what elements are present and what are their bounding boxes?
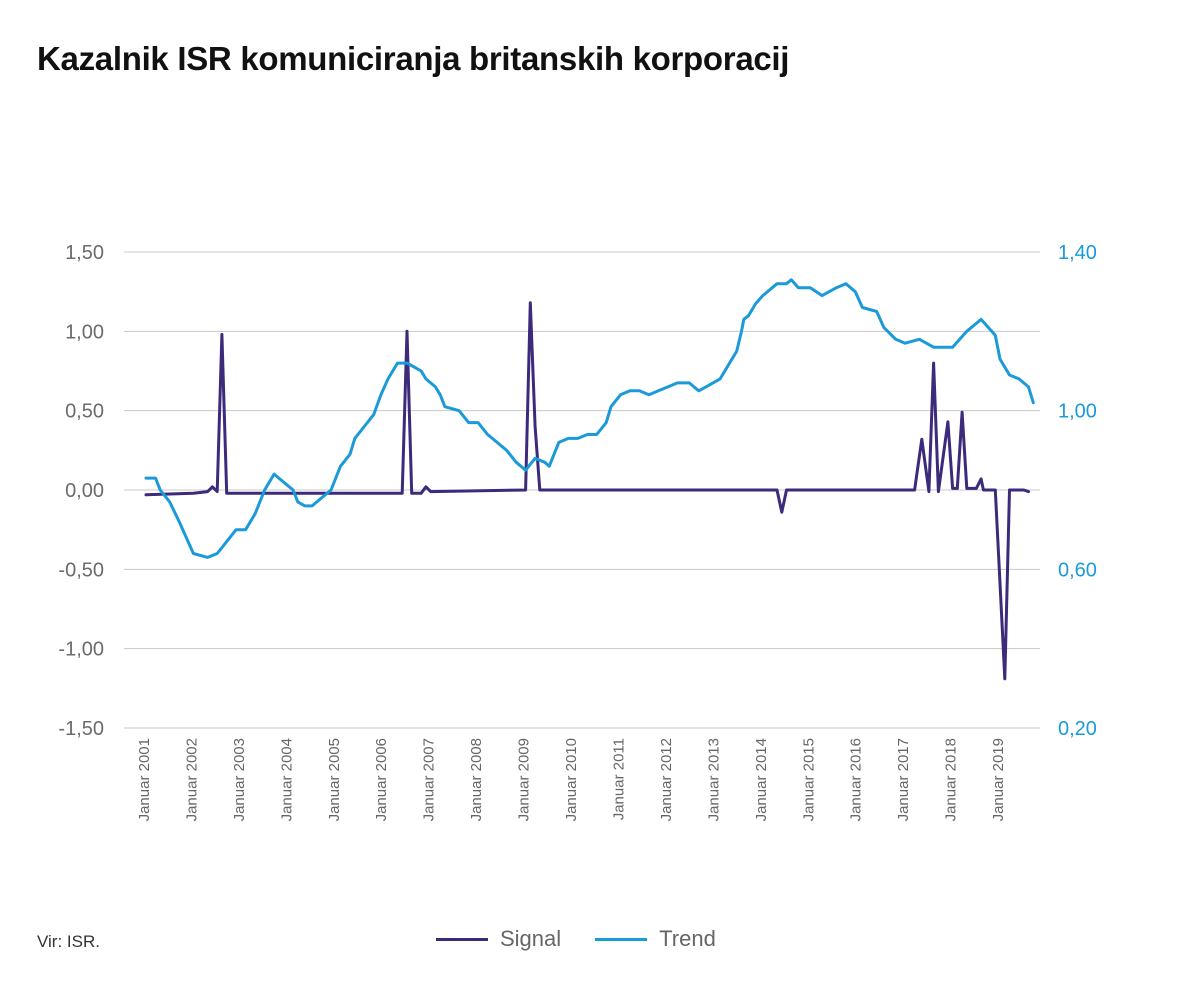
chart-area: 1,50 1,00 0,50 0,00 -0,50 -1,00 -1,50 1,40 1,00 0… <box>58 242 1097 821</box>
left-tick-label: 1,00 <box>65 321 104 343</box>
right-tick-label: 1,00 <box>1058 401 1097 423</box>
x-tick-label: Januar 2010 <box>563 738 580 821</box>
x-tick-label: Januar 2007 <box>421 738 438 821</box>
legend-label-trend: Trend <box>659 926 716 951</box>
legend: Signal Trend <box>436 926 750 952</box>
legend-label-signal: Signal <box>500 926 562 951</box>
x-tick-label: Januar 2014 <box>753 738 770 821</box>
left-tick-label: 0,00 <box>65 480 104 502</box>
right-tick-label: 0,60 <box>1058 559 1097 581</box>
left-tick-label: -0,50 <box>58 559 104 581</box>
x-tick-label: Januar 2004 <box>278 738 295 821</box>
legend-swatch-signal <box>436 937 488 941</box>
x-tick-label: Januar 2019 <box>990 738 1007 821</box>
x-tick-label: Januar 2018 <box>943 738 960 821</box>
x-tick-label: Januar 2003 <box>231 738 248 821</box>
source-note: Vir: ISR. <box>37 932 100 951</box>
legend-swatch-trend <box>595 937 648 941</box>
x-tick-label: Januar 2012 <box>658 738 675 821</box>
x-tick-label: Januar 2015 <box>800 738 817 821</box>
left-tick-label: -1,00 <box>58 639 104 661</box>
legend-item-trend: Trend <box>595 926 716 952</box>
x-tick-label: Januar 2002 <box>183 738 200 821</box>
x-tick-label: Januar 2009 <box>516 738 533 821</box>
x-tick-label: Januar 2016 <box>848 738 865 821</box>
series-line-signal <box>144 301 1030 681</box>
right-tick-label: 0,20 <box>1058 718 1097 740</box>
left-tick-label: 1,50 <box>65 242 104 264</box>
legend-item-signal: Signal <box>436 926 561 952</box>
x-tick-label: Januar 2006 <box>373 738 390 821</box>
x-tick-label: Januar 2001 <box>136 738 153 821</box>
x-tick-label: Januar 2005 <box>326 738 343 821</box>
x-tick-label: Januar 2013 <box>705 738 722 821</box>
left-tick-label: -1,50 <box>58 718 104 740</box>
x-tick-label: Januar 2008 <box>468 738 485 821</box>
left-tick-label: 0,50 <box>65 401 104 423</box>
series-line-trend <box>144 278 1035 559</box>
right-tick-label: 1,40 <box>1058 242 1097 264</box>
chart-title: Kazalnik ISR komuniciranja britanskih ko… <box>37 40 790 77</box>
x-tick-label: Januar 2017 <box>895 738 912 821</box>
x-tick-label: Januar 2011 <box>610 738 627 820</box>
